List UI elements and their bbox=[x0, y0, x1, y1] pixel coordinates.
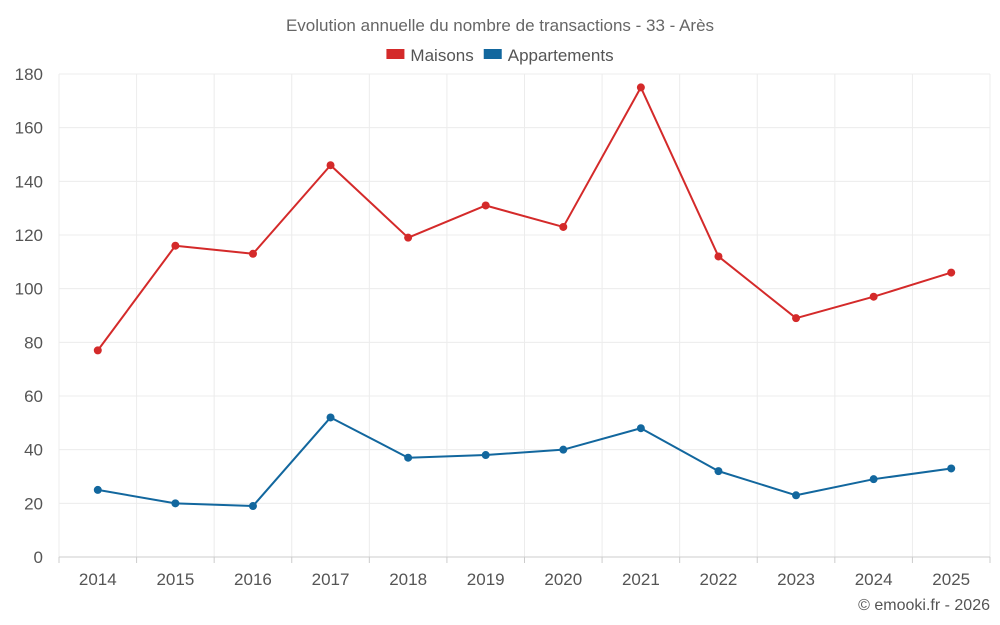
x-tick-label: 2016 bbox=[234, 570, 272, 589]
x-tick-label: 2022 bbox=[700, 570, 738, 589]
y-tick-label: 140 bbox=[15, 172, 43, 191]
x-tick-label: 2024 bbox=[855, 570, 893, 589]
y-tick-label: 60 bbox=[24, 387, 43, 406]
x-axis: 2014 2015 2016 2017 2018 2019 2020 2021 2022 2023… bbox=[58, 556, 991, 589]
x-tick-label: 2020 bbox=[544, 570, 582, 589]
data-point[interactable] bbox=[947, 464, 956, 473]
data-point[interactable] bbox=[248, 249, 257, 258]
data-point[interactable] bbox=[404, 453, 413, 462]
y-axis: 0 20 40 60 80 100 120 140 160 180 bbox=[15, 65, 43, 567]
data-point[interactable] bbox=[714, 467, 723, 476]
data-point[interactable] bbox=[481, 451, 490, 460]
data-point[interactable] bbox=[171, 499, 180, 508]
legend-item-appartements[interactable]: Appartements bbox=[483, 46, 614, 65]
y-tick-label: 100 bbox=[15, 280, 43, 299]
data-point[interactable] bbox=[404, 233, 413, 242]
legend-label: Maisons bbox=[410, 46, 473, 65]
data-point[interactable] bbox=[714, 252, 723, 261]
y-tick-label: 0 bbox=[34, 548, 43, 567]
data-point[interactable] bbox=[869, 475, 878, 484]
legend-item-maisons[interactable]: Maisons bbox=[386, 46, 474, 65]
data-point[interactable] bbox=[171, 241, 180, 250]
data-point[interactable] bbox=[93, 485, 102, 494]
data-point[interactable] bbox=[636, 424, 645, 433]
credit-text: © emooki.fr - 2026 bbox=[858, 597, 990, 614]
grid bbox=[58, 73, 991, 557]
series-group bbox=[93, 83, 956, 511]
legend-label: Appartements bbox=[508, 46, 614, 65]
data-point[interactable] bbox=[481, 201, 490, 210]
legend-swatch bbox=[483, 49, 502, 59]
legend: Maisons Appartements bbox=[386, 46, 614, 65]
y-tick-label: 20 bbox=[24, 494, 43, 513]
x-tick-label: 2021 bbox=[622, 570, 660, 589]
data-point[interactable] bbox=[636, 83, 645, 92]
y-tick-label: 160 bbox=[15, 119, 43, 138]
series-maisons bbox=[93, 83, 956, 355]
series-line bbox=[97, 416, 952, 508]
data-point[interactable] bbox=[248, 502, 257, 511]
x-tick-label: 2023 bbox=[777, 570, 815, 589]
chart-title: Evolution annuelle du nombre de transact… bbox=[286, 16, 714, 35]
data-point[interactable] bbox=[326, 413, 335, 422]
x-tick-label: 2025 bbox=[932, 570, 970, 589]
y-tick-label: 120 bbox=[15, 226, 43, 245]
y-tick-label: 80 bbox=[24, 333, 43, 352]
series-appartements bbox=[93, 413, 956, 511]
x-tick-label: 2015 bbox=[156, 570, 194, 589]
data-point[interactable] bbox=[792, 491, 801, 500]
data-point[interactable] bbox=[559, 445, 568, 454]
data-point[interactable] bbox=[559, 222, 568, 231]
data-point[interactable] bbox=[93, 346, 102, 355]
x-tick-label: 2014 bbox=[79, 570, 117, 589]
legend-swatch bbox=[386, 49, 405, 59]
x-tick-label: 2018 bbox=[389, 570, 427, 589]
data-point[interactable] bbox=[869, 292, 878, 301]
x-tick-label: 2019 bbox=[467, 570, 505, 589]
y-tick-label: 40 bbox=[24, 441, 43, 460]
data-point[interactable] bbox=[326, 161, 335, 170]
x-tick-label: 2017 bbox=[312, 570, 350, 589]
y-tick-label: 180 bbox=[15, 65, 43, 84]
series-line bbox=[96, 86, 952, 351]
data-point[interactable] bbox=[947, 268, 956, 277]
data-point[interactable] bbox=[792, 314, 801, 323]
